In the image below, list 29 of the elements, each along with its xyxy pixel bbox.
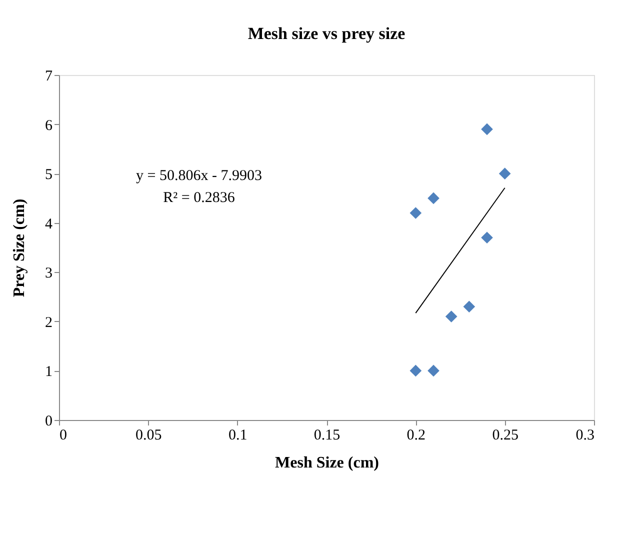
x-axis-title: Mesh Size (cm) [275,454,379,472]
y-tick-label: 2 [45,314,52,331]
x-tick-label: 0.25 [492,428,518,444]
y-tick-label: 0 [45,414,52,430]
y-tick-label: 6 [45,118,53,134]
point [481,123,493,136]
point [428,364,440,377]
point [463,300,476,313]
x-tick-label: 0.1 [228,428,248,444]
y-tick-label: 3 [45,266,52,282]
y-tick-label: 7 [45,68,53,84]
chart-title: Mesh size vs prey size [248,24,406,43]
annotation: y = 50.806x - 7.9903 [136,168,262,184]
point [428,192,440,204]
x-tick-label: 0 [60,428,67,444]
point [498,168,511,180]
x-tick-label: 0.05 [136,428,162,444]
point [445,310,458,322]
y-tick-label: 4 [45,216,53,232]
y-tick-label: 5 [45,167,52,184]
x-tick-label: 0.15 [314,428,340,444]
y-axis-title: Prey Size (cm) [11,198,28,298]
point [410,364,422,377]
point [410,207,422,219]
annotation: R² = 0.2836 [163,190,236,206]
x-tick-label: 0.3 [576,428,594,444]
point [481,232,493,244]
x-tick-label: 0.2 [406,428,426,444]
y-tick-label: 1 [45,364,52,380]
